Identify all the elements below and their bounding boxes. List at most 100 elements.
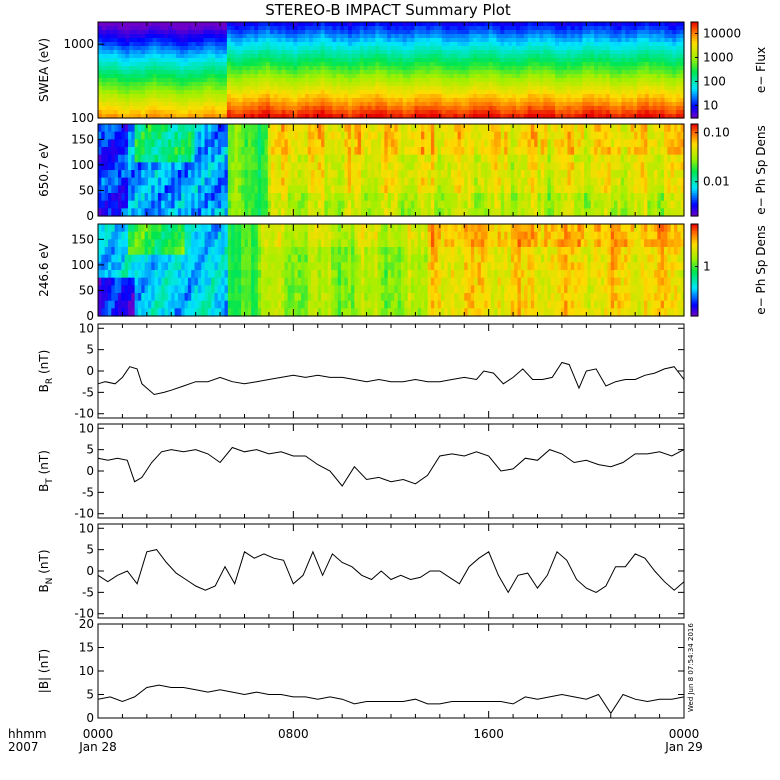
heatmap-cell	[354, 154, 359, 163]
heatmap-cell	[426, 102, 431, 107]
heatmap-cell	[250, 98, 255, 103]
heatmap-cell	[324, 74, 330, 79]
heatmap-cell	[227, 208, 232, 217]
heatmap-cell	[519, 106, 525, 111]
heatmap-cell	[172, 106, 177, 111]
heatmap-cell	[191, 30, 197, 35]
heatmap-cell	[512, 54, 517, 59]
heatmap-cell	[351, 82, 357, 87]
heatmap-cell	[297, 208, 302, 217]
heatmap-cell	[164, 42, 169, 47]
heatmap-cell	[105, 70, 111, 75]
heatmap-cell	[484, 82, 490, 87]
heatmap-cell	[174, 162, 179, 171]
heatmap-cell	[211, 22, 216, 27]
heatmap-cell	[644, 106, 650, 111]
heatmap-cell	[531, 78, 537, 83]
heatmap-cell	[340, 74, 345, 79]
heatmap-cell	[484, 26, 490, 31]
heatmap-cell	[422, 82, 427, 87]
heatmap-cell	[281, 30, 287, 35]
heatmap-cell	[676, 22, 681, 27]
heatmap-cell	[344, 147, 349, 156]
heatmap-cell	[171, 154, 176, 163]
heatmap-cell	[500, 30, 505, 35]
heatmap-cell	[578, 98, 584, 103]
heatmap-cell	[199, 46, 205, 51]
heatmap-cell	[161, 208, 166, 217]
heatmap-cell	[101, 82, 107, 87]
heatmap-cell	[105, 38, 111, 43]
heatmap-cell	[219, 70, 224, 75]
heatmap-cell	[308, 110, 314, 115]
heatmap-cell	[305, 50, 310, 55]
heatmap-cell	[124, 139, 129, 148]
heatmap-cell	[156, 94, 162, 99]
heatmap-cell	[430, 82, 435, 87]
heatmap-cell	[613, 42, 619, 47]
heatmap-cell	[465, 114, 470, 119]
heatmap-cell	[227, 124, 232, 133]
heatmap-cell	[387, 124, 392, 133]
heatmap-cell	[230, 50, 236, 55]
heatmap-cell	[449, 90, 455, 95]
heatmap-cell	[265, 82, 271, 87]
heatmap-cell	[555, 106, 560, 111]
heatmap-cell	[211, 139, 216, 148]
colorbar-segment	[691, 113, 698, 117]
heatmap-cell	[172, 94, 177, 99]
heatmap-cell	[656, 70, 662, 75]
heatmap-cell	[226, 90, 232, 95]
heatmap-cell	[375, 38, 380, 43]
heatmap-cell	[391, 90, 396, 95]
heatmap-cell	[397, 154, 402, 163]
heatmap-cell	[594, 94, 599, 99]
heatmap-cell	[320, 114, 326, 119]
heatmap-cell	[551, 26, 556, 31]
heatmap-cell	[320, 22, 326, 27]
heatmap-cell	[320, 90, 326, 95]
heatmap-cell	[264, 177, 269, 186]
heatmap-cell	[336, 78, 341, 83]
heatmap-cell	[314, 124, 319, 133]
heatmap-cell	[488, 30, 494, 35]
heatmap-cell	[394, 66, 400, 71]
heatmap-cell	[433, 46, 439, 51]
heatmap-cell	[406, 30, 412, 35]
heatmap-cell	[168, 58, 173, 63]
heatmap-cell	[234, 30, 240, 35]
heatmap-cell	[359, 110, 365, 115]
heatmap-cell	[201, 154, 206, 163]
heatmap-cell	[129, 110, 134, 115]
heatmap-cell	[469, 102, 474, 107]
heatmap-cell	[440, 124, 445, 133]
heatmap-cell	[441, 90, 447, 95]
heatmap-cell	[164, 70, 169, 75]
heatmap-cell	[516, 46, 521, 51]
heatmap-cell	[473, 46, 478, 51]
heatmap-cell	[527, 26, 533, 31]
heatmap-cell	[195, 34, 201, 39]
heatmap-cell	[364, 200, 369, 209]
heatmap-cell	[621, 74, 626, 79]
heatmap-cell	[574, 42, 580, 47]
heatmap-cell	[609, 74, 615, 79]
heatmap-cell	[578, 70, 584, 75]
heatmap-cell	[348, 50, 353, 55]
heatmap-cell	[427, 154, 432, 163]
heatmap-cell	[152, 66, 158, 71]
heatmap-cell	[492, 114, 498, 119]
heatmap-cell	[641, 74, 646, 79]
heatmap-cell	[340, 58, 345, 63]
heatmap-cell	[539, 70, 544, 75]
heatmap-cell	[317, 193, 322, 202]
heatmap-cell	[637, 102, 642, 107]
heatmap-cell	[297, 106, 302, 111]
heatmap-cell	[312, 74, 318, 79]
heatmap-cell	[320, 38, 326, 43]
heatmap-cell	[211, 114, 216, 119]
heatmap-cell	[137, 177, 142, 186]
heatmap-cell	[457, 94, 462, 99]
heatmap-cell	[269, 82, 275, 87]
